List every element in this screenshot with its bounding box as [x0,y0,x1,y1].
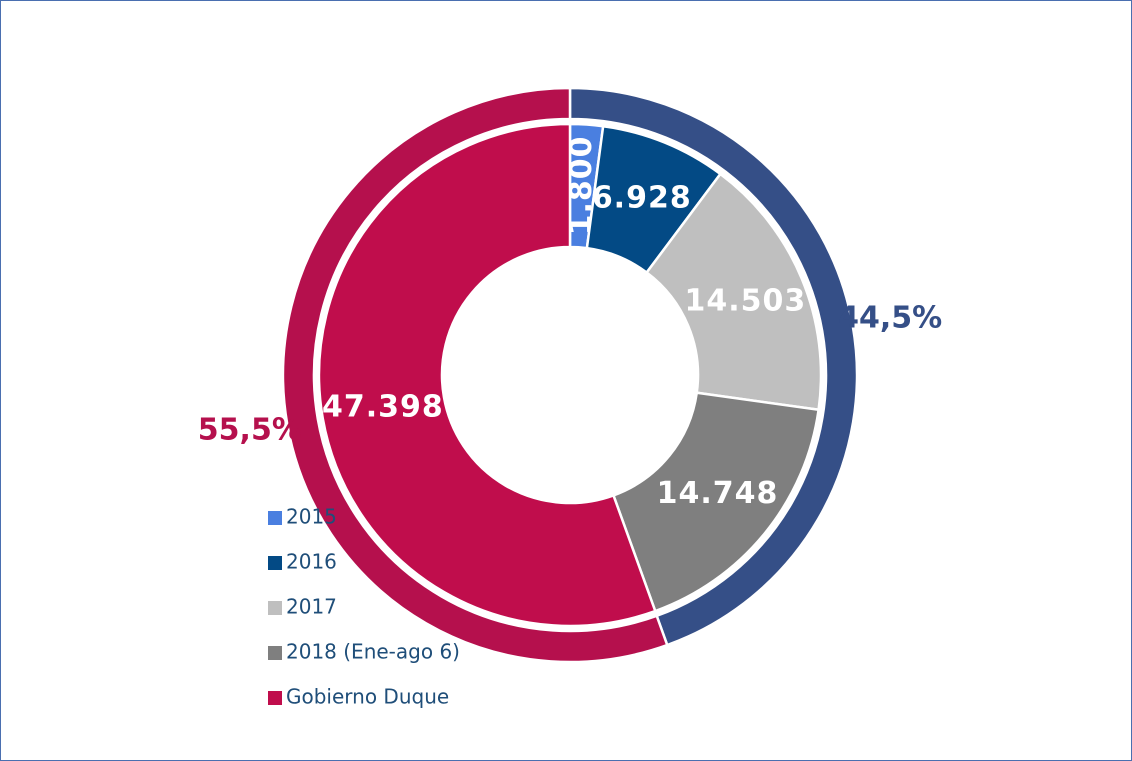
value-label: 47.398 [322,389,444,424]
value-label: 14.748 [657,476,779,511]
legend-swatch [268,601,282,615]
legend-label: 2015 [286,505,337,529]
segment [611,391,820,613]
segment [644,172,823,412]
legend-swatch [268,511,282,525]
legend-label: 2016 [286,550,337,574]
value-label: 14.503 [684,283,806,318]
legend-swatch [268,646,282,660]
percent-label: 55,5% [198,412,302,447]
outer-segment [281,86,669,664]
segment [317,122,657,628]
legend-swatch [268,691,282,705]
value-label: 6.928 [592,181,692,216]
legend-label: 2018 (Ene-ago 6) [286,640,460,664]
legend-label: Gobierno Duque [286,685,449,709]
legend-swatch [268,556,282,570]
legend-label: 2017 [286,595,337,619]
percent-label: 44,5% [838,301,942,336]
